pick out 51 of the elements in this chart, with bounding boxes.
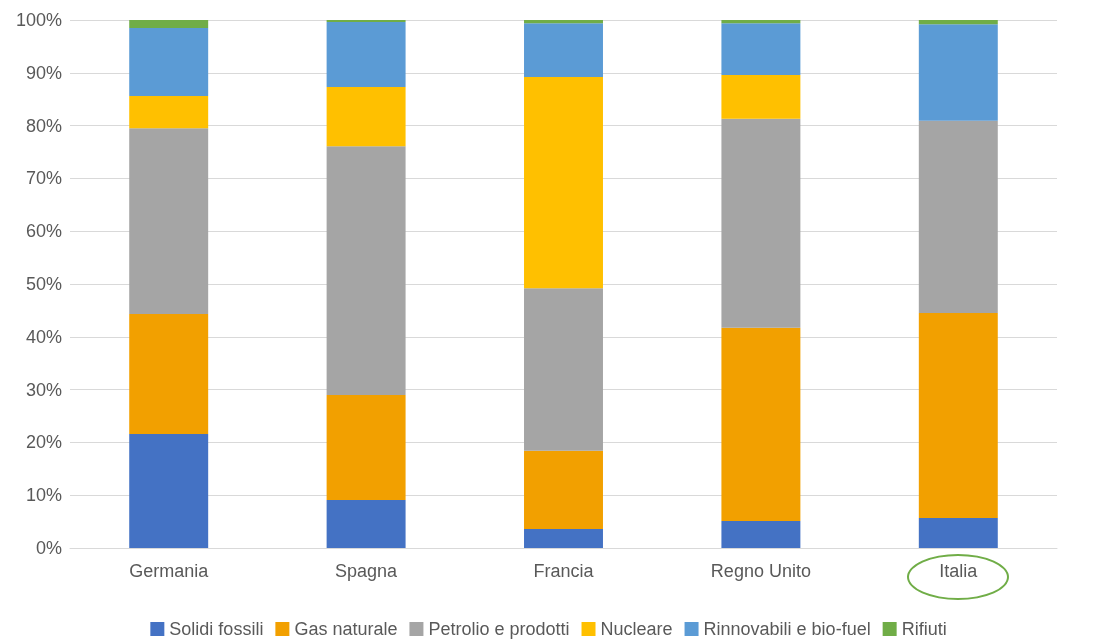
bar [129,20,209,28]
y-tick-label: 20% [25,432,62,453]
bar [326,499,406,548]
bar [129,128,209,315]
y-tick-label: 90% [25,62,62,83]
bar [129,433,209,548]
legend-label: Gas naturale [294,619,398,639]
y-tick-label: 40% [25,326,62,347]
y-tick-label: 0% [35,538,62,558]
bar [524,288,603,451]
bar [326,146,406,395]
bar [326,22,406,88]
y-tick-label: 70% [25,168,62,189]
bar [721,23,801,75]
bar [524,23,603,78]
y-tick-label: 80% [25,115,62,136]
bar [721,327,801,522]
y-tick-label: 10% [25,485,62,506]
bar [918,20,998,25]
bar [129,96,209,129]
bar [524,20,603,24]
bar [721,521,801,548]
legend-label: Nucleare [600,619,673,639]
x-tick-label: Germania [129,561,210,581]
legend-label: Rifiuti [901,619,947,639]
bar [918,120,998,314]
bar [721,118,801,328]
bar [918,313,998,518]
bar [326,20,406,23]
bar [326,394,406,500]
x-tick-label: Regno Unito [710,561,811,581]
bar [524,450,603,529]
bar [918,517,998,548]
bar [721,74,801,119]
x-tick-label: Spagna [335,561,399,581]
y-tick-label: 100% [15,10,62,30]
x-tick-label: Italia [939,561,979,581]
bar [721,20,801,24]
legend-label: Petrolio e prodotti [428,619,570,639]
bar [326,87,406,147]
bar [524,528,603,548]
bar [918,24,998,121]
x-tick-label: Francia [533,561,595,581]
legend-label: Rinnovabili e bio-fuel [703,619,871,639]
bar [524,77,603,289]
legend-label: Solidi fossili [169,619,264,639]
y-tick-label: 30% [25,379,62,400]
y-tick-label: 50% [25,274,62,294]
bar [129,314,209,434]
bar [129,27,209,97]
y-tick-label: 60% [25,221,62,242]
